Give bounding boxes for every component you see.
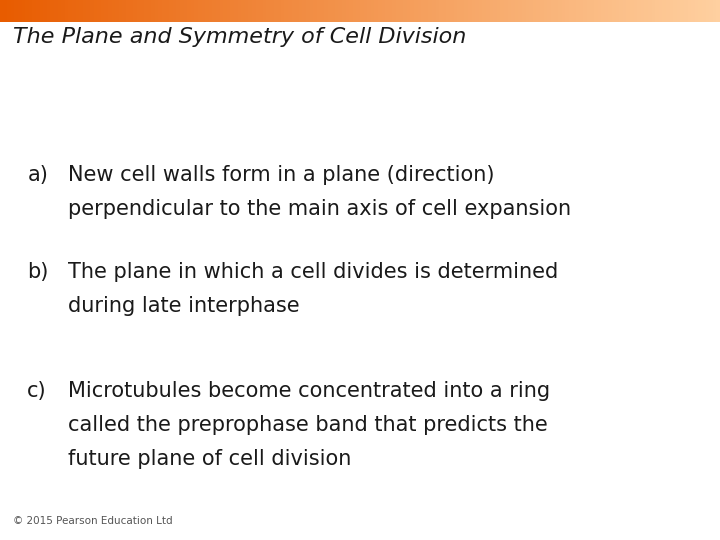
Text: c): c)	[27, 381, 47, 401]
Text: The Plane and Symmetry of Cell Division: The Plane and Symmetry of Cell Division	[13, 28, 467, 48]
Text: The plane in which a cell divides is determined: The plane in which a cell divides is det…	[68, 262, 559, 282]
Text: future plane of cell division: future plane of cell division	[68, 449, 352, 469]
Text: b): b)	[27, 262, 49, 282]
Text: during late interphase: during late interphase	[68, 296, 300, 316]
Text: © 2015 Pearson Education Ltd: © 2015 Pearson Education Ltd	[13, 516, 173, 526]
Text: a): a)	[27, 165, 48, 185]
Text: perpendicular to the main axis of cell expansion: perpendicular to the main axis of cell e…	[68, 199, 572, 219]
Text: called the preprophase band that predicts the: called the preprophase band that predict…	[68, 415, 548, 435]
Text: Microtubules become concentrated into a ring: Microtubules become concentrated into a …	[68, 381, 551, 401]
Text: New cell walls form in a plane (direction): New cell walls form in a plane (directio…	[68, 165, 495, 185]
